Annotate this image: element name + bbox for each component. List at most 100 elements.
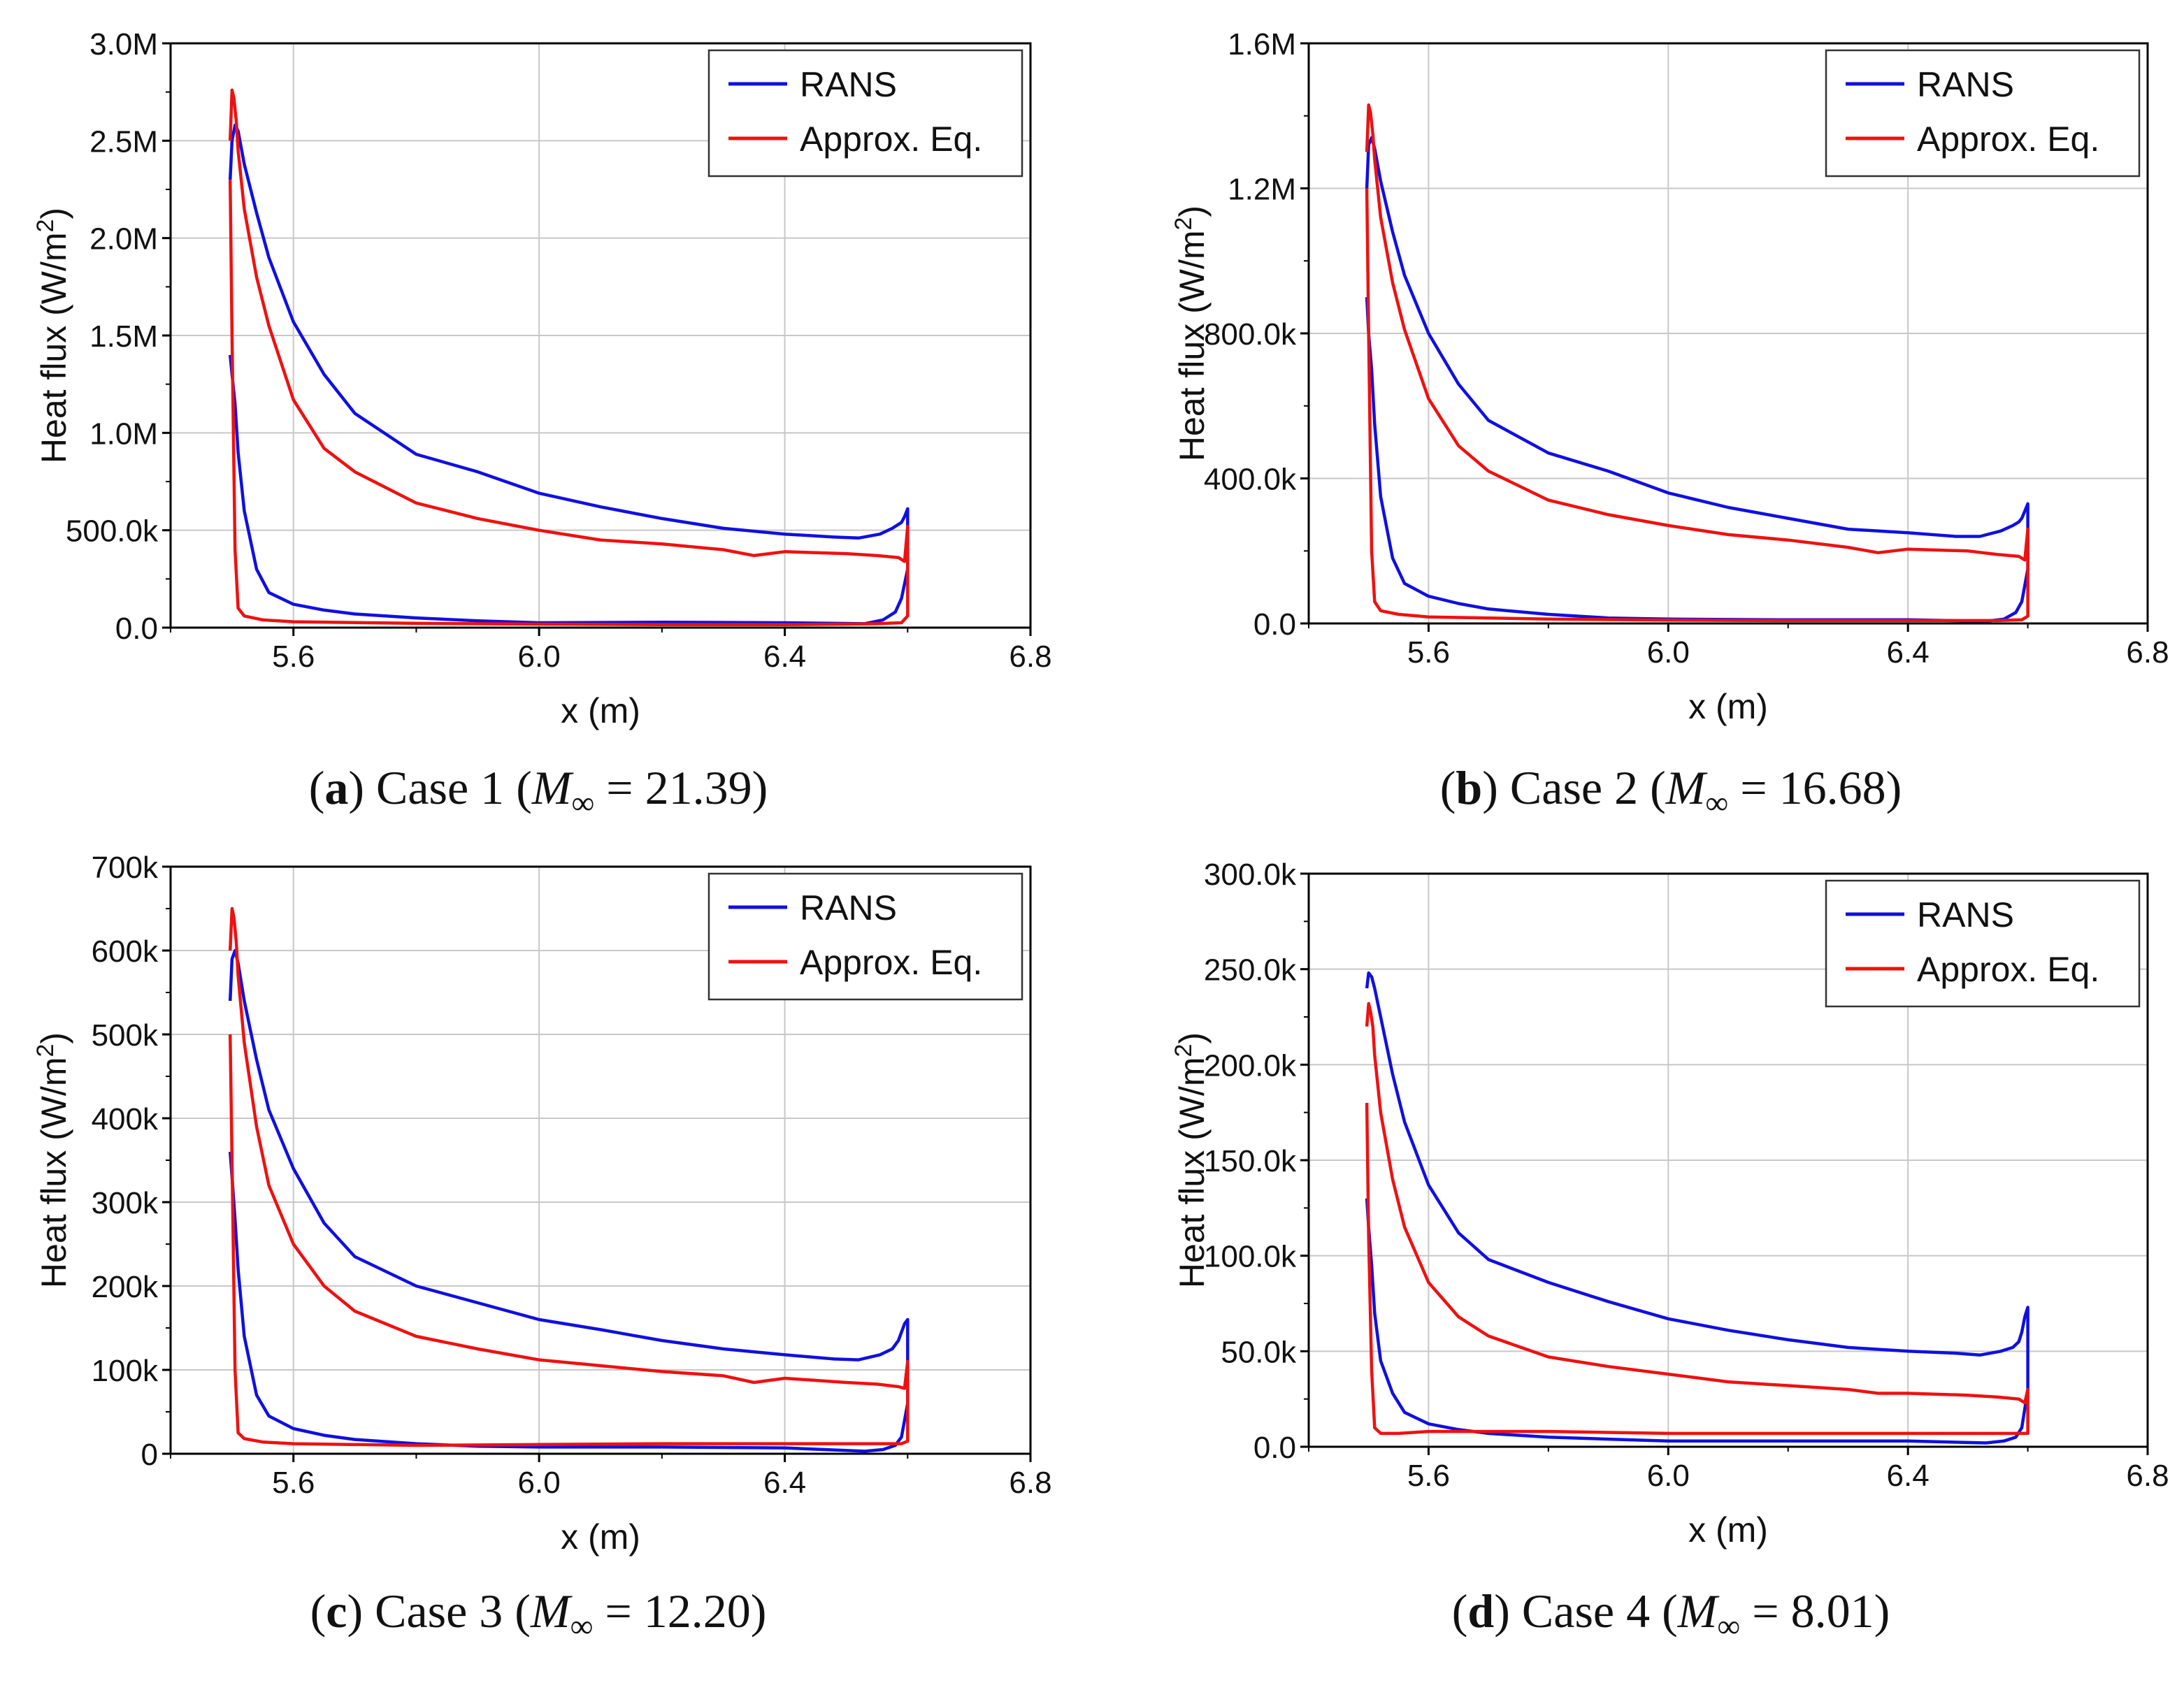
legend-label-rans: RANS <box>800 65 897 104</box>
caption-equals: = <box>593 1584 643 1638</box>
x-tick-label: 6.8 <box>2126 635 2169 670</box>
chart-panel-c: 5.6 6.0 6.4 6.8 0 100k 200k 300k 400k 500k 600k 700… <box>32 851 1052 1644</box>
y-axis-label-superscript: 2 <box>1170 1044 1197 1057</box>
legend-label-rans: RANS <box>800 888 897 927</box>
y-tick-label: 700k <box>92 851 159 885</box>
x-axis-label: x (m) <box>1688 1510 1768 1550</box>
y-tick-label: 1.0M <box>89 417 158 451</box>
x-tick-label: 6.8 <box>1009 640 1051 674</box>
caption-close-paren: ) <box>1494 1584 1522 1638</box>
y-tick-label: 400.0k <box>1204 463 1297 497</box>
legend-box <box>1825 49 2141 178</box>
y-tick-label: 0.0 <box>115 612 158 646</box>
x-tick-label: 6.4 <box>763 640 806 674</box>
panel-caption: (c) Case 3 (M∞ = 12.20) <box>310 1584 767 1644</box>
caption-letter: c <box>326 1584 347 1638</box>
caption-letter: b <box>1456 761 1482 814</box>
caption-end-paren: ) <box>1874 1584 1890 1638</box>
x-tick-label: 5.6 <box>272 1466 315 1500</box>
caption-mach-value: 8.01 <box>1791 1584 1874 1638</box>
y-tick-label: 200k <box>92 1270 159 1304</box>
y-tick-label: 300.0k <box>1204 858 1297 892</box>
caption-case: Case 2 <box>1510 761 1638 814</box>
caption-mach-value: 16.68 <box>1779 761 1886 814</box>
caption-letter: d <box>1467 1584 1494 1638</box>
legend-label-rans: RANS <box>1917 895 2014 934</box>
x-tick-label: 6.4 <box>1887 1459 1930 1493</box>
series-line-approx-eq <box>228 906 910 1447</box>
y-tick-label: 2.5M <box>89 124 158 159</box>
caption-end-paren: ) <box>752 761 768 814</box>
y-axis-label: Heat flux (W/m2) <box>32 1032 73 1288</box>
caption-mach-subscript: ∞ <box>572 785 595 821</box>
caption-mach-value: 12.20 <box>644 1584 751 1638</box>
y-tick-label: 150.0k <box>1204 1144 1297 1178</box>
y-axis-label-close: ) <box>34 208 73 219</box>
y-tick-label: 3.0M <box>89 27 158 62</box>
y-axis-label-superscript: 2 <box>1170 217 1197 231</box>
y-axis-label-superscript: 2 <box>32 219 59 233</box>
y-tick-label: 100k <box>92 1354 159 1388</box>
caption-case: Case 4 <box>1522 1584 1650 1638</box>
y-tick-label: 0 <box>141 1438 158 1472</box>
caption-end-paren: ) <box>751 1584 767 1638</box>
series-line-rans <box>1365 136 2029 623</box>
legend-label-rans: RANS <box>1917 65 2014 104</box>
caption-mach-symbol: M <box>530 1584 573 1638</box>
y-axis-label-close: ) <box>1172 1032 1212 1044</box>
x-tick-label: 6.4 <box>1887 635 1930 670</box>
caption-close-paren: ) <box>348 761 376 814</box>
caption-case: Case 3 <box>375 1584 503 1638</box>
y-axis-label-superscript: 2 <box>32 1044 59 1057</box>
caption-mach-subscript: ∞ <box>570 1608 594 1644</box>
y-axis-label-text: Heat flux (W/m <box>34 1057 73 1288</box>
chart-panel-b: 5.6 6.0 6.4 6.8 0.0 400.0k 800.0k 1.2M 1.6M x (m)… <box>1170 27 2169 821</box>
series-line-rans <box>1365 971 2029 1445</box>
series-line-rans <box>228 123 910 626</box>
y-tick-label: 0.0 <box>1253 1431 1296 1465</box>
caption-open-paren: ( <box>310 1584 326 1638</box>
y-tick-label: 400k <box>92 1102 159 1136</box>
y-axis-label-close: ) <box>1172 205 1212 217</box>
caption-paren: ( <box>504 761 532 814</box>
x-axis-label: x (m) <box>561 1517 640 1556</box>
y-axis-label-text: Heat flux (W/m <box>1172 1057 1212 1288</box>
x-tick-label: 5.6 <box>1407 1459 1450 1493</box>
y-axis-label-text: Heat flux (W/m <box>34 232 73 463</box>
chart-panel-d: 5.6 6.0 6.4 6.8 0.0 50.0k 100.0k 150.0k 200.0k 25… <box>1170 858 2169 1644</box>
caption-mach-subscript: ∞ <box>1717 1608 1740 1644</box>
caption-equals: = <box>594 761 645 814</box>
x-tick-label: 6.0 <box>518 1466 561 1500</box>
caption-equals: = <box>1740 1584 1790 1638</box>
x-tick-label: 6.0 <box>518 640 561 674</box>
legend-label-approx-eq: Approx. Eq. <box>1917 950 2099 989</box>
caption-close-paren: ) <box>347 1584 375 1638</box>
caption-end-paren: ) <box>1886 761 1902 814</box>
y-tick-label: 1.5M <box>89 319 158 354</box>
caption-paren: ( <box>503 1584 531 1638</box>
legend-box <box>707 872 1023 1001</box>
y-tick-label: 50.0k <box>1221 1335 1297 1369</box>
caption-paren: ( <box>1650 1584 1678 1638</box>
caption-mach-symbol: M <box>1677 1584 1720 1638</box>
caption-open-paren: ( <box>309 761 325 814</box>
x-axis-label: x (m) <box>1688 687 1768 726</box>
caption-close-paren: ) <box>1482 761 1510 814</box>
x-tick-label: 6.8 <box>2126 1459 2169 1493</box>
y-axis-label-text: Heat flux (W/m <box>1172 230 1212 461</box>
series-line-approx-eq <box>228 88 910 627</box>
legend-label-approx-eq: Approx. Eq. <box>800 120 982 159</box>
x-tick-label: 6.4 <box>763 1466 806 1500</box>
y-tick-label: 250.0k <box>1204 953 1297 988</box>
caption-mach-symbol: M <box>531 761 574 814</box>
panel-caption: (d) Case 4 (M∞ = 8.01) <box>1452 1584 1890 1644</box>
y-axis-label-close: ) <box>34 1032 73 1044</box>
caption-mach-subscript: ∞ <box>1705 785 1728 821</box>
y-tick-label: 800.0k <box>1204 317 1297 352</box>
y-axis-label: Heat flux (W/m2) <box>1170 205 1212 461</box>
caption-equals: = <box>1728 761 1779 814</box>
y-tick-label: 600k <box>92 934 159 969</box>
x-tick-label: 6.0 <box>1647 1459 1690 1493</box>
x-tick-label: 5.6 <box>1407 635 1450 670</box>
